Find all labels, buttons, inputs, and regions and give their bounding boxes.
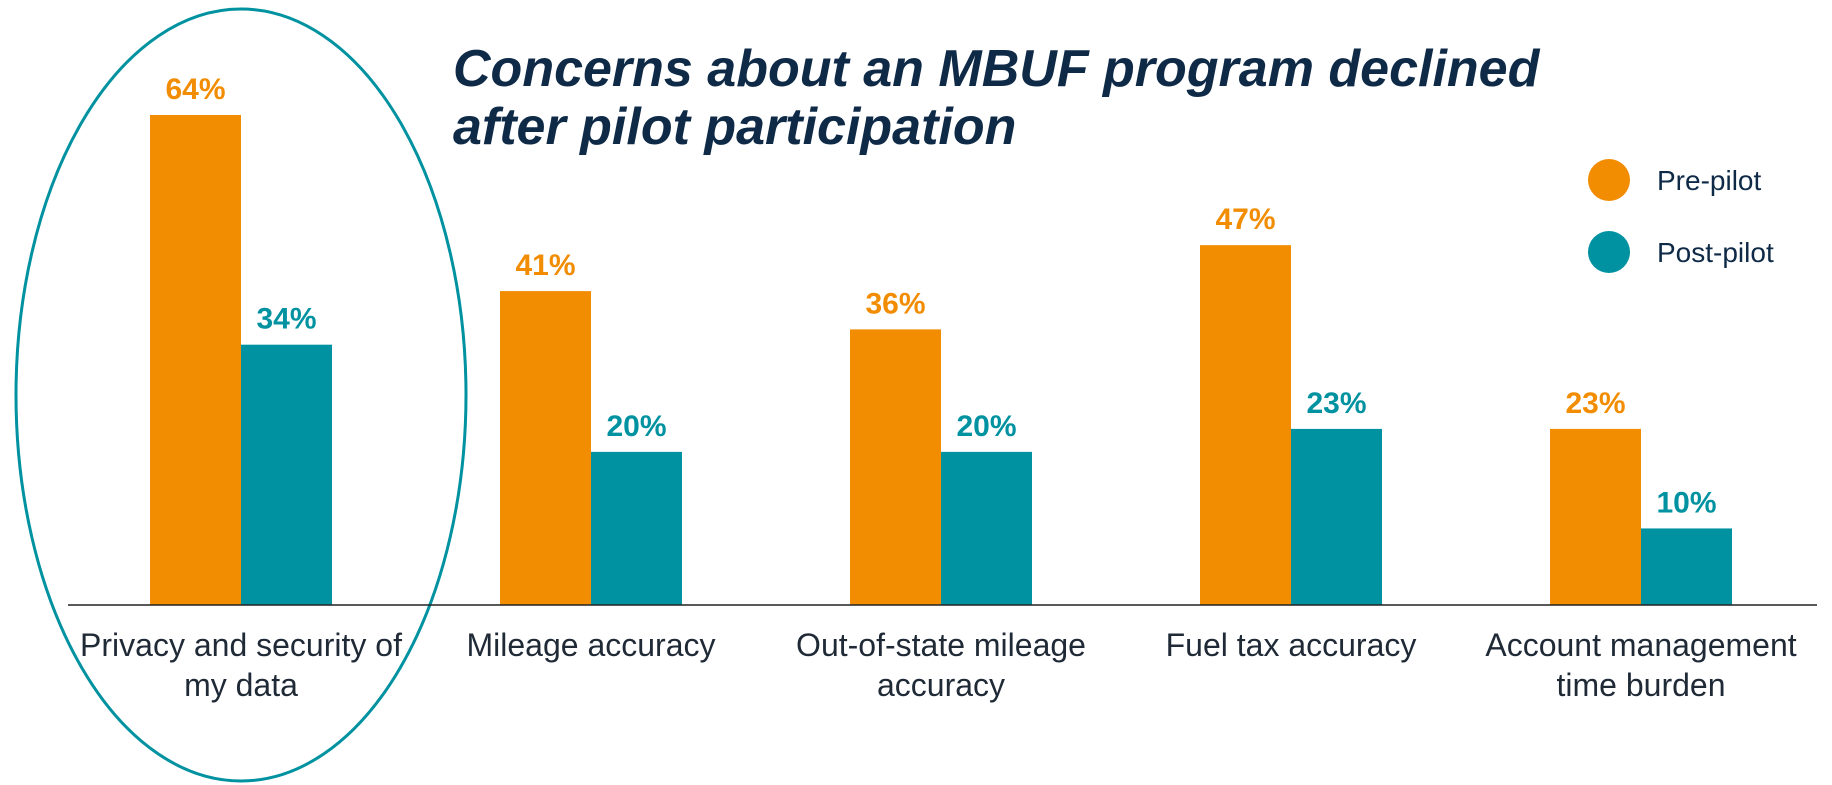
x-tick-label: Fuel tax accuracy — [1165, 627, 1417, 663]
value-label: 41% — [515, 249, 575, 282]
value-label: 23% — [1565, 387, 1625, 420]
bar — [1641, 528, 1732, 605]
x-tick-label: Account management time burden — [1485, 627, 1797, 703]
x-tick-label: Mileage accuracy — [466, 627, 716, 663]
value-label: 36% — [865, 287, 925, 320]
x-tick-label: Out-of-state mileage accuracy — [796, 627, 1086, 703]
bar — [591, 451, 682, 605]
value-label: 20% — [606, 410, 666, 443]
value-label: 34% — [256, 303, 316, 336]
value-label: 47% — [1215, 203, 1275, 236]
highlight-ellipse — [14, 7, 468, 783]
value-label: 23% — [1306, 387, 1366, 420]
legend-label: Post-pilot — [1657, 237, 1774, 268]
chart-title: Concerns about an MBUF program declined … — [453, 40, 1540, 156]
x-tick-label: Privacy and security of my data — [80, 627, 402, 703]
value-label: 64% — [165, 73, 225, 106]
bar — [500, 291, 591, 605]
bar — [850, 329, 941, 605]
bar — [241, 344, 332, 605]
legend-marker — [1588, 231, 1630, 273]
legend-marker — [1588, 159, 1630, 201]
value-label: 20% — [956, 410, 1016, 443]
bar — [1291, 428, 1382, 605]
bar — [1200, 245, 1291, 605]
bar — [1550, 428, 1641, 605]
legend-label: Pre-pilot — [1657, 165, 1761, 196]
bar — [150, 115, 241, 605]
value-label: 10% — [1656, 486, 1716, 519]
bar — [941, 451, 1032, 605]
